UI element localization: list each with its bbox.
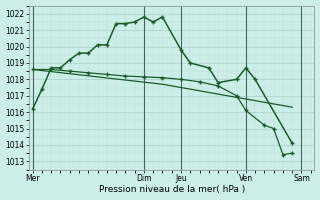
- X-axis label: Pression niveau de la mer( hPa ): Pression niveau de la mer( hPa ): [99, 185, 245, 194]
